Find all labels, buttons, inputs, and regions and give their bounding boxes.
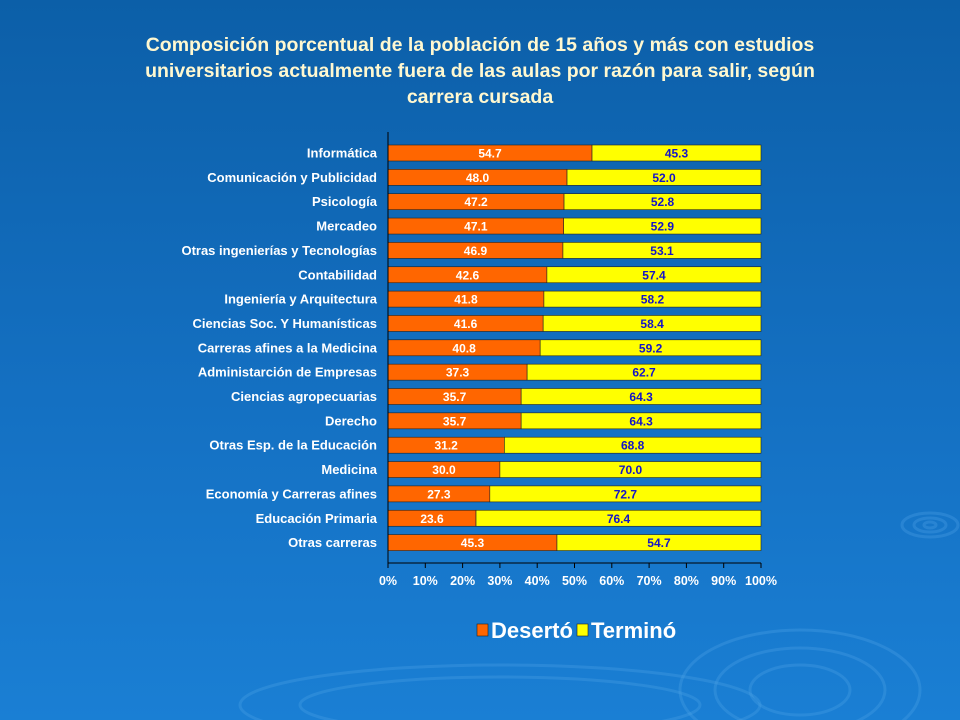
x-tick-label: 10% xyxy=(413,574,438,588)
data-label-termino: 70.0 xyxy=(619,463,643,477)
x-tick-label: 30% xyxy=(487,574,512,588)
data-label-deserto: 35.7 xyxy=(443,390,467,404)
data-label-deserto: 40.8 xyxy=(452,341,476,355)
bar-segment-termino xyxy=(563,193,762,210)
x-tick-label: 80% xyxy=(674,574,699,588)
bar-segment-termino xyxy=(520,412,762,430)
x-tick-label: 40% xyxy=(525,574,550,588)
data-label-termino: 59.2 xyxy=(639,341,663,355)
data-label-termino: 64.3 xyxy=(629,414,653,428)
data-label-termino: 72.7 xyxy=(614,487,638,501)
category-label: Psicología xyxy=(312,194,378,209)
data-label-deserto: 42.6 xyxy=(456,268,480,282)
bars-layer: 54.7 45.3 48.0 52.0 47.2 52.8 47.1 52.9 46.9 53.1… xyxy=(387,144,762,551)
data-label-termino: 58.2 xyxy=(641,293,665,307)
category-label: Comunicación y Publicidad xyxy=(207,170,377,185)
category-label: Otras ingenierías y Tecnologías xyxy=(181,243,377,258)
bar-segment-termino xyxy=(489,485,762,503)
bar-segment-termino xyxy=(543,290,762,308)
x-tick-label: 100% xyxy=(745,574,777,588)
data-label-termino: 54.7 xyxy=(647,536,671,550)
data-label-deserto: 45.3 xyxy=(461,536,485,550)
data-label-deserto: 31.2 xyxy=(435,439,459,453)
bar-segment-termino xyxy=(591,144,762,162)
data-label-termino: 52.0 xyxy=(652,171,676,185)
data-label-deserto: 41.6 xyxy=(454,317,478,331)
data-label-termino: 58.4 xyxy=(640,317,664,331)
bar-segment-termino xyxy=(566,169,762,186)
bar-segment-termino xyxy=(475,509,762,527)
data-label-termino: 53.1 xyxy=(650,244,674,258)
category-label: Otras Esp. de la Educación xyxy=(209,438,377,453)
chart-title: Composición porcentual de la población d… xyxy=(145,34,815,108)
category-label: Contabilidad xyxy=(298,267,377,282)
bar-segment-termino xyxy=(546,266,762,284)
data-label-deserto: 23.6 xyxy=(420,512,444,526)
data-label-deserto: 54.7 xyxy=(478,147,502,161)
category-label: Ingeniería y Arquitectura xyxy=(224,292,377,307)
data-label-termino: 57.4 xyxy=(642,268,666,282)
data-label-termino: 62.7 xyxy=(632,366,656,380)
bar-segment-termino xyxy=(504,436,762,454)
bar-segment-termino xyxy=(520,388,762,405)
x-axis: 0% 10% 20% 30% 40% 50% 60% 70% 80% 90% 100% xyxy=(379,132,777,588)
category-label: Carreras afines a la Medicina xyxy=(198,340,378,355)
category-label: Informática xyxy=(307,146,378,161)
category-label: Educación Primaria xyxy=(256,511,378,526)
legend-item-deserto-swatch xyxy=(476,623,489,637)
x-tick-label: 0% xyxy=(379,574,397,588)
data-label-deserto: 27.3 xyxy=(427,487,451,501)
bar-segment-termino xyxy=(562,242,762,259)
legend-item-termino-swatch xyxy=(576,623,589,637)
category-label: Otras carreras xyxy=(288,535,377,550)
data-label-deserto: 47.1 xyxy=(464,220,488,234)
category-label: Ciencias agropecuarias xyxy=(231,389,377,404)
data-label-deserto: 47.2 xyxy=(464,195,488,209)
data-label-termino: 68.8 xyxy=(621,439,645,453)
bar-segment-termino xyxy=(499,461,762,478)
bar-segment-termino xyxy=(556,534,762,551)
legend: Desertó Terminó xyxy=(476,618,676,643)
x-tick-label: 90% xyxy=(711,574,736,588)
category-label: Medicina xyxy=(321,462,377,477)
category-label: Derecho xyxy=(325,413,377,428)
x-tick-label: 50% xyxy=(562,574,587,588)
category-label: Ciencias Soc. Y Humanísticas xyxy=(193,316,378,331)
category-label: Administarción de Empresas xyxy=(198,365,377,380)
bar-segment-termino xyxy=(542,315,762,332)
bar-segment-termino xyxy=(526,363,762,381)
data-label-deserto: 41.8 xyxy=(454,293,478,307)
data-label-termino: 76.4 xyxy=(607,512,631,526)
data-label-deserto: 30.0 xyxy=(432,463,456,477)
x-tick-label: 20% xyxy=(450,574,475,588)
x-tick-label: 70% xyxy=(637,574,662,588)
category-label: Mercadeo xyxy=(316,219,377,234)
data-label-deserto: 48.0 xyxy=(466,171,490,185)
data-label-termino: 64.3 xyxy=(629,390,653,404)
category-labels: Informática Comunicación y Publicidad Psic… xyxy=(181,146,377,551)
data-label-termino: 52.8 xyxy=(651,195,675,209)
bar-segment-termino xyxy=(563,217,762,235)
data-label-deserto: 46.9 xyxy=(464,244,488,258)
legend-item-deserto-label: Desertó xyxy=(491,618,573,643)
data-label-deserto: 35.7 xyxy=(443,414,467,428)
legend-item-termino-label: Terminó xyxy=(591,618,676,643)
data-label-termino: 45.3 xyxy=(665,147,689,161)
x-tick-label: 60% xyxy=(599,574,624,588)
data-label-termino: 52.9 xyxy=(651,220,675,234)
data-label-deserto: 37.3 xyxy=(446,366,470,380)
category-label: Economía y Carreras afines xyxy=(206,486,377,501)
bar-segment-termino xyxy=(539,339,762,357)
